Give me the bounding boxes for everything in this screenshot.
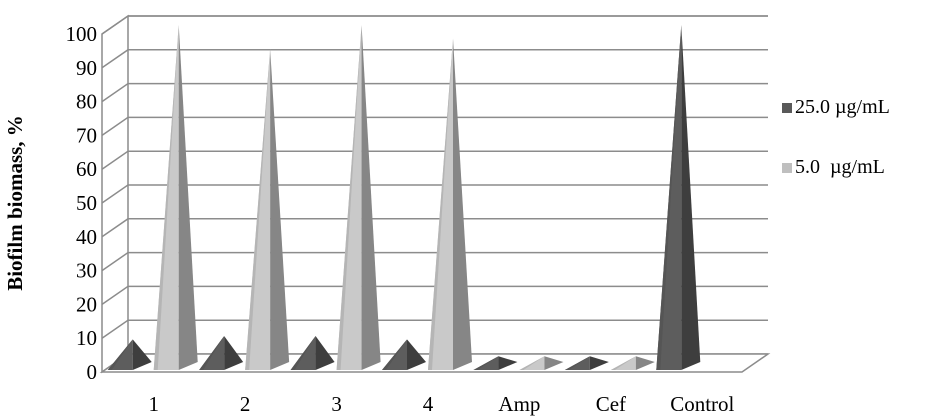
x-tick-label: 4	[423, 392, 434, 416]
gridline	[101, 184, 768, 204]
legend-label-series-2: 5.0 µg/mL	[795, 156, 885, 178]
cone-face-dark	[178, 25, 198, 370]
x-tick-label: 2	[240, 392, 251, 416]
bar-s2-4	[428, 38, 472, 371]
bar-s1-amp	[473, 356, 518, 370]
y-tick-label: 80	[76, 90, 97, 114]
y-tick-label: 20	[76, 292, 97, 316]
legend-swatch-series-2	[782, 162, 792, 173]
cone-face-mid	[107, 339, 133, 370]
cone-face-dark	[544, 356, 564, 370]
x-tick-labels: 1 2 3 4 Amp Cef Control	[148, 392, 734, 416]
y-tick-label: 0	[87, 360, 98, 384]
x-tick-label: 1	[148, 392, 159, 416]
cone-face-mid	[382, 339, 407, 370]
cone-face-mid	[656, 25, 682, 370]
cone-face-mid	[336, 25, 362, 370]
gridline	[101, 251, 768, 272]
cone-face-dark	[681, 25, 701, 370]
gridline	[101, 218, 768, 238]
y-tick-label: 10	[76, 326, 97, 350]
legend-item-series-1: 25.0 µg/mL	[782, 96, 890, 119]
y-tick-label: 50	[76, 191, 97, 215]
cone-face-mid	[199, 335, 225, 370]
cone-face-dark	[224, 335, 244, 370]
legend-item-series-2: 5.0 µg/mL	[782, 156, 885, 179]
cone-face-dark	[635, 356, 655, 370]
cone-face-dark	[270, 48, 290, 370]
cone-face-dark	[132, 339, 152, 370]
x-tick-label: Amp	[498, 392, 540, 416]
bar-s2-1	[153, 25, 198, 370]
gridline	[101, 319, 768, 339]
cone-face-dark	[589, 356, 609, 370]
cone-face-mid	[245, 48, 271, 370]
cone-face-mid	[473, 356, 499, 370]
bar-s1-cef	[564, 356, 609, 370]
bar-s1-1	[107, 339, 152, 370]
y-tick-label: 60	[76, 157, 97, 181]
bar-s2-2	[245, 48, 290, 370]
cone-face-dark	[453, 38, 472, 371]
x-tick-label: Cef	[596, 392, 626, 416]
cone-face-mid	[153, 25, 179, 370]
cone-face-mid	[428, 38, 453, 371]
cone-face-dark	[315, 335, 335, 370]
legend-swatch-series-1	[782, 102, 792, 113]
gridline	[101, 116, 768, 137]
bar-marks	[107, 25, 701, 371]
y-tick-label: 30	[76, 259, 97, 283]
gridline	[101, 150, 768, 170]
bar-s2-cef	[610, 356, 655, 370]
gridline	[101, 49, 768, 69]
bar-s1-control	[656, 25, 701, 370]
y-axis-title: Biofilm biomass, %	[3, 115, 27, 291]
y-tick-label: 70	[76, 123, 97, 147]
y-tick-label: 40	[76, 225, 97, 249]
cone-face-mid	[519, 356, 545, 370]
cone-face-mid	[610, 356, 636, 370]
cone-face-dark	[407, 339, 426, 370]
bar-s1-4	[382, 339, 426, 370]
bar-s1-3	[290, 335, 335, 370]
bar-s2-3	[336, 25, 381, 370]
y-tick-label: 90	[76, 56, 97, 80]
x-tick-label: Control	[670, 392, 734, 416]
gridline	[101, 285, 768, 306]
y-tick-labels: 0 10 20 30 40 50 60 70 80 90 100	[66, 22, 98, 384]
cone-face-dark	[361, 25, 381, 370]
bar-s1-2	[199, 335, 244, 370]
bar-s2-amp	[519, 356, 564, 370]
legend-label-series-1: 25.0 µg/mL	[795, 96, 890, 118]
y-tick-label: 100	[66, 22, 98, 46]
x-tick-label: 3	[331, 392, 342, 416]
gridline	[101, 82, 768, 103]
cone-face-dark	[498, 356, 518, 370]
gridline	[101, 15, 768, 35]
cone-face-mid	[564, 356, 590, 370]
cone-face-mid	[290, 335, 316, 370]
